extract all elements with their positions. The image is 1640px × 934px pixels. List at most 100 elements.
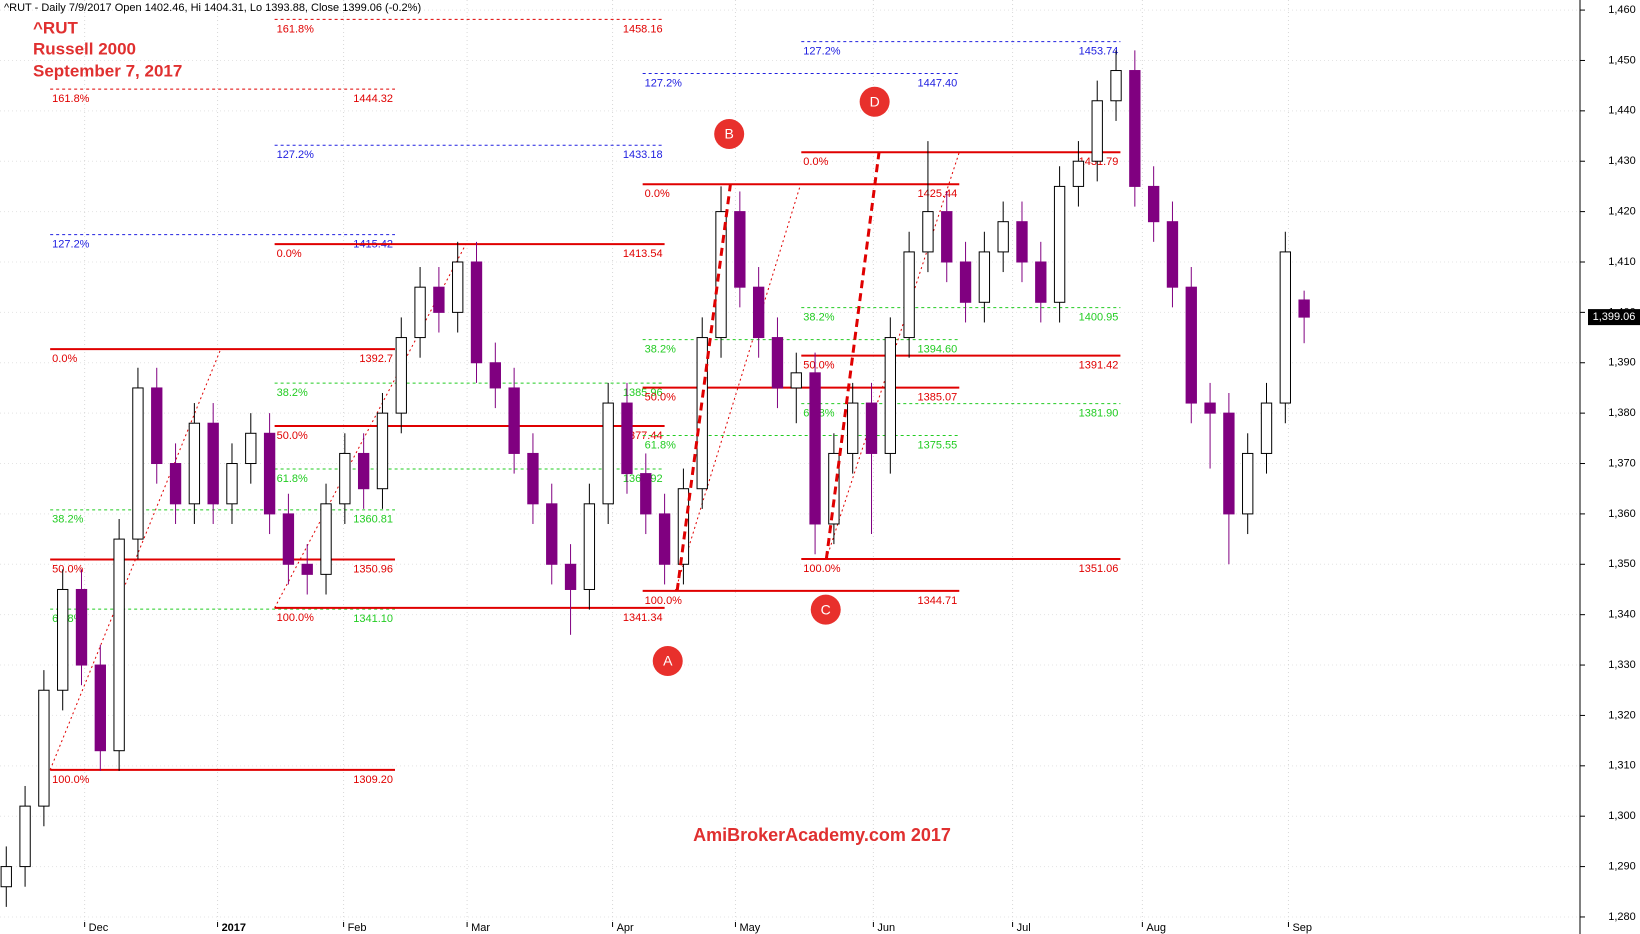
- candle-body: [132, 387, 144, 540]
- candle-body: [847, 402, 859, 454]
- fib-price: 1413.54: [623, 248, 663, 260]
- candle-body: [715, 211, 727, 339]
- fib-price: 1400.95: [1079, 311, 1119, 323]
- fib-price: 1444.32: [353, 93, 393, 105]
- trend-line: [824, 152, 881, 560]
- candle-body: [527, 452, 539, 505]
- fib-pct: 127.2%: [277, 149, 315, 161]
- x-tick-label: Aug: [1146, 922, 1166, 934]
- candle-body: [94, 664, 106, 752]
- fib-pct: 38.2%: [803, 311, 834, 323]
- candle-body: [941, 211, 953, 263]
- candle-body: [546, 503, 558, 565]
- candle-body: [752, 286, 765, 339]
- fib-pct: 0.0%: [803, 156, 828, 168]
- candle-body: [1223, 412, 1235, 515]
- candle-body: [677, 488, 690, 565]
- candle-body: [113, 538, 125, 752]
- candle-body: [583, 503, 596, 590]
- fib-pct: 38.2%: [645, 343, 676, 355]
- watermark: AmiBrokerAcademy.com 2017: [693, 825, 951, 845]
- candle-body: [263, 432, 276, 515]
- fib-price: 1458.16: [623, 23, 663, 35]
- candle-body: [809, 372, 821, 525]
- candle-body: [38, 689, 50, 807]
- point-marker: [714, 119, 745, 150]
- point-label: D: [870, 93, 880, 109]
- candle-body: [1260, 402, 1273, 454]
- candle-body: [188, 422, 201, 505]
- fib-price: 1392.7: [359, 353, 393, 365]
- candle-body: [828, 452, 840, 525]
- candle-body: [1298, 299, 1310, 318]
- candle-body: [1091, 100, 1103, 162]
- y-tick-label: 1,410: [1608, 256, 1636, 268]
- fib-pct: 100.0%: [277, 612, 315, 624]
- candle-body: [245, 432, 257, 465]
- y-tick-label: 1,450: [1608, 54, 1636, 66]
- candle-body: [19, 805, 31, 868]
- point-label: C: [821, 601, 831, 617]
- fib-price: 1394.60: [918, 343, 958, 355]
- candle-body: [508, 387, 520, 454]
- candle-body: [395, 337, 407, 414]
- candle-body: [658, 513, 671, 565]
- fib-pct: 100.0%: [803, 563, 841, 575]
- candle-body: [226, 463, 238, 505]
- y-tick-label: 1,280: [1608, 911, 1636, 923]
- fib-price: 1425.44: [918, 188, 958, 200]
- annotations: A B C D: [652, 86, 890, 677]
- title-line: Russell 2000: [33, 39, 136, 58]
- candle-body: [452, 261, 464, 313]
- fib-pct: 38.2%: [52, 514, 83, 526]
- candle-body: [771, 337, 784, 389]
- y-tick-label: 1,370: [1608, 457, 1636, 469]
- candle-body: [1242, 452, 1254, 515]
- candle-body: [489, 362, 501, 389]
- fib-pct: 61.8%: [277, 473, 308, 485]
- candle-body: [1016, 221, 1028, 263]
- swing-line: [825, 152, 960, 560]
- candle-body: [320, 503, 332, 575]
- fib-pct: 0.0%: [645, 188, 670, 200]
- fib-price: 1344.71: [918, 595, 958, 607]
- candle-body: [1185, 286, 1197, 404]
- y-tick-label: 1,390: [1608, 357, 1636, 369]
- x-tick-label: Jul: [1017, 922, 1031, 934]
- candle-body: [433, 286, 445, 313]
- fib-pct: 61.8%: [645, 439, 676, 451]
- candle-body: [1129, 70, 1141, 187]
- candle-body: [207, 422, 219, 505]
- fib-pct: 50.0%: [277, 430, 308, 442]
- fib-pct: 100.0%: [52, 774, 90, 786]
- candle-body: [1053, 185, 1066, 303]
- y-tick-label: 1,320: [1608, 709, 1636, 721]
- y-tick-label: 1,290: [1608, 860, 1636, 872]
- candle-body: [865, 402, 878, 454]
- fib-pct: 50.0%: [645, 391, 676, 403]
- point-label: A: [663, 653, 673, 669]
- y-tick-label: 1,360: [1608, 508, 1636, 520]
- candle-body: [57, 588, 69, 691]
- y-tick-label: 1,350: [1608, 558, 1636, 570]
- candle-body: [1110, 70, 1122, 102]
- candle-body: [640, 473, 652, 515]
- fib-price: 1385.07: [918, 391, 958, 403]
- y-tick-label: 1,330: [1608, 659, 1636, 671]
- candle-body: [884, 337, 896, 454]
- fib-pct: 161.8%: [277, 23, 315, 35]
- point-marker: [810, 594, 841, 625]
- point-marker: [652, 646, 683, 677]
- x-tick-label: May: [739, 922, 760, 934]
- candle-body: [621, 402, 633, 475]
- candle-body: [790, 372, 802, 389]
- y-tick-label: 1,380: [1608, 407, 1636, 419]
- x-tick-label: Mar: [471, 922, 490, 934]
- fib-pct: 127.2%: [645, 77, 683, 89]
- candle-body: [376, 412, 389, 490]
- last-price-box: [1588, 309, 1640, 326]
- y-tick-label: 1,310: [1608, 760, 1636, 772]
- fib-pct: 127.2%: [52, 239, 90, 251]
- candle-body: [0, 866, 12, 888]
